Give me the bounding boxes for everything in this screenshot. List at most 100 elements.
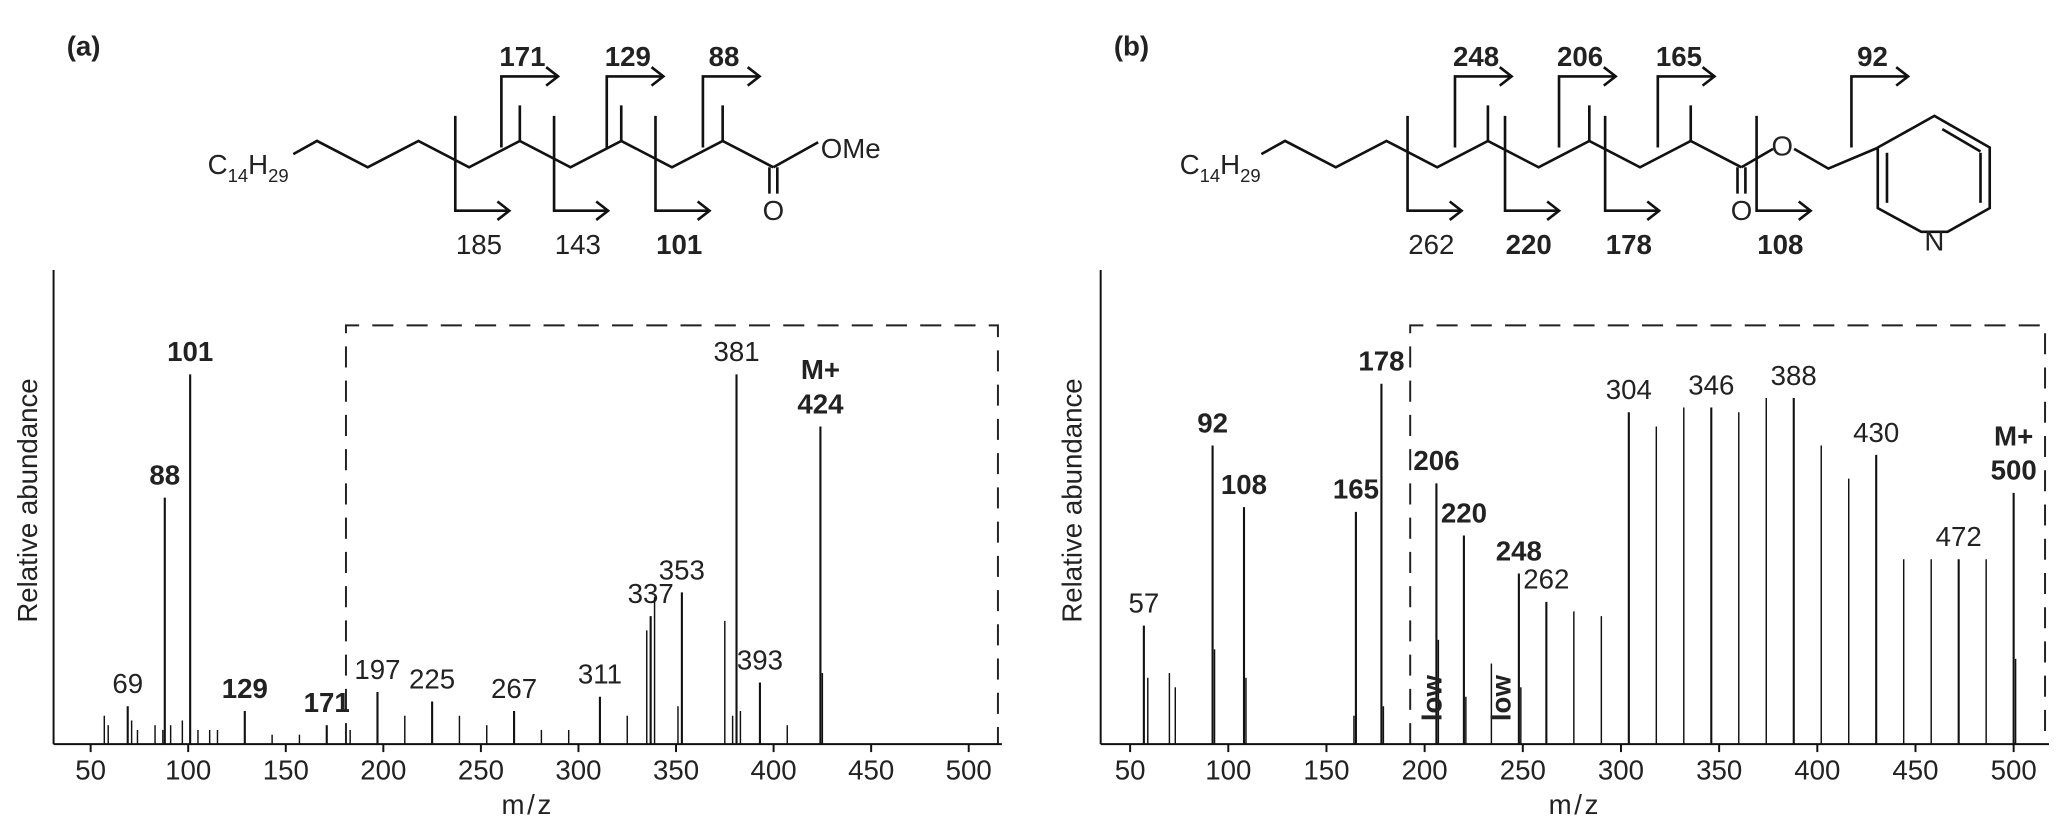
atom-label: O [763, 195, 785, 226]
peak-label: 388 [1771, 360, 1817, 391]
peak-label: 248 [1496, 535, 1542, 566]
peak-label: 69 [112, 668, 143, 699]
x-tick-label: 350 [653, 755, 699, 786]
atom-label: O [1731, 195, 1753, 226]
chain-label-part: H [1220, 149, 1240, 180]
highlight-box [1409, 324, 2047, 745]
x-tick-label: 200 [360, 755, 406, 786]
arrowhead [1448, 200, 1464, 221]
bond [772, 141, 819, 169]
arrowhead [595, 200, 611, 221]
highlight-box [344, 324, 999, 745]
x-tick-label: 350 [1696, 755, 1742, 786]
x-tick-label: 450 [1892, 755, 1938, 786]
arrowhead [746, 66, 762, 87]
chain-label-part: 29 [1240, 165, 1261, 186]
x-tick-label: 500 [946, 755, 992, 786]
fragment-label: 92 [1857, 41, 1888, 72]
peak-label: 262 [1523, 564, 1569, 595]
chain-label-part: 14 [228, 165, 249, 186]
peak-label: 337 [628, 578, 674, 609]
arrowhead [696, 200, 712, 221]
x-tick-label: 100 [165, 755, 211, 786]
peak-label: 178 [1358, 346, 1404, 377]
cleavage-bottom [654, 115, 709, 213]
cleavage-bottom [1503, 115, 1558, 213]
fragment-label: 248 [1453, 41, 1499, 72]
arrowhead [1895, 66, 1911, 87]
cleavage-top [1656, 75, 1714, 148]
arrowhead [496, 200, 512, 221]
cleavage-bottom [453, 115, 508, 213]
arrowhead [1646, 200, 1662, 221]
x-tick-label: 500 [1991, 755, 2037, 786]
fragment-label: 262 [1408, 229, 1454, 260]
fragment-label: 206 [1557, 41, 1603, 72]
bond [1793, 146, 1879, 171]
x-tick-label: 200 [1402, 755, 1448, 786]
x-tick-label: 250 [1500, 755, 1546, 786]
y-axis-title: Relative abundance [12, 378, 43, 622]
chain-label-part: H [248, 149, 268, 180]
atom-label: O [1772, 130, 1794, 161]
peak-label-prefix: M+ [1994, 420, 2033, 451]
structure: C14H29 O O N 248 206 165 92 262 220 178 108 [1180, 41, 1992, 260]
x-axis-title: m/z [502, 789, 554, 820]
peak-label: 129 [222, 673, 268, 704]
x-tick-label: 50 [1115, 755, 1146, 786]
ring [1876, 114, 1992, 234]
structure: C14H29 O OMe 171 129 88 185 143 101 [208, 41, 881, 260]
peak-label: 346 [1688, 369, 1734, 400]
cleavage-top [1557, 75, 1615, 148]
fragment-label: 165 [1656, 41, 1702, 72]
fragment-label: 171 [499, 41, 545, 72]
x-tick-label: 250 [458, 755, 504, 786]
ring-double [1941, 127, 1982, 153]
chain-label-part: C [208, 149, 228, 180]
annotation: low [1485, 675, 1516, 722]
chain-label-part: 14 [1200, 165, 1221, 186]
chain [292, 139, 774, 169]
arrowhead [1546, 200, 1562, 221]
peak-label: 57 [1128, 587, 1159, 618]
peak-label: 88 [149, 459, 180, 490]
x-tick-label: 100 [1205, 755, 1251, 786]
peak-label: 500 [1991, 455, 2037, 486]
arrowhead [545, 66, 561, 87]
fragment-label: 88 [709, 41, 740, 72]
arrowhead [1603, 66, 1618, 87]
peak-label: 206 [1413, 445, 1459, 476]
arrowhead [650, 66, 666, 87]
fragment-label: 178 [1606, 229, 1652, 260]
chain [1260, 139, 1743, 169]
fragment-label: 129 [605, 41, 651, 72]
x-tick-label: 300 [555, 755, 601, 786]
fragment-label: 143 [555, 229, 601, 260]
peak-label: 393 [737, 644, 783, 675]
x-tick-label: 150 [263, 755, 309, 786]
x-tick-label: 50 [75, 755, 106, 786]
panel-label: (b) [1114, 30, 1149, 61]
peak-label: 311 [578, 659, 622, 690]
arrowhead [1797, 200, 1813, 221]
annotation: low [1417, 675, 1448, 722]
cleavage-top [1453, 75, 1511, 148]
cleavage-bottom [1755, 115, 1810, 213]
x-tick-label: 400 [1794, 755, 1840, 786]
chain-label-part: 29 [268, 165, 289, 186]
peak-label: 267 [491, 673, 537, 704]
fragment-label: 220 [1506, 229, 1552, 260]
atom-label: N [1924, 225, 1944, 256]
peak-label: 220 [1441, 497, 1487, 528]
arrowhead [1498, 66, 1514, 87]
cleavage-bottom [1603, 115, 1658, 213]
y-axis-title: Relative abundance [1057, 378, 1088, 622]
fragment-label: 101 [656, 229, 702, 260]
panel-label: (a) [67, 30, 101, 61]
x-tick-label: 300 [1598, 755, 1644, 786]
peak-label: 225 [409, 663, 455, 694]
cleavage-top [500, 75, 557, 148]
peak-label: 304 [1606, 374, 1652, 405]
